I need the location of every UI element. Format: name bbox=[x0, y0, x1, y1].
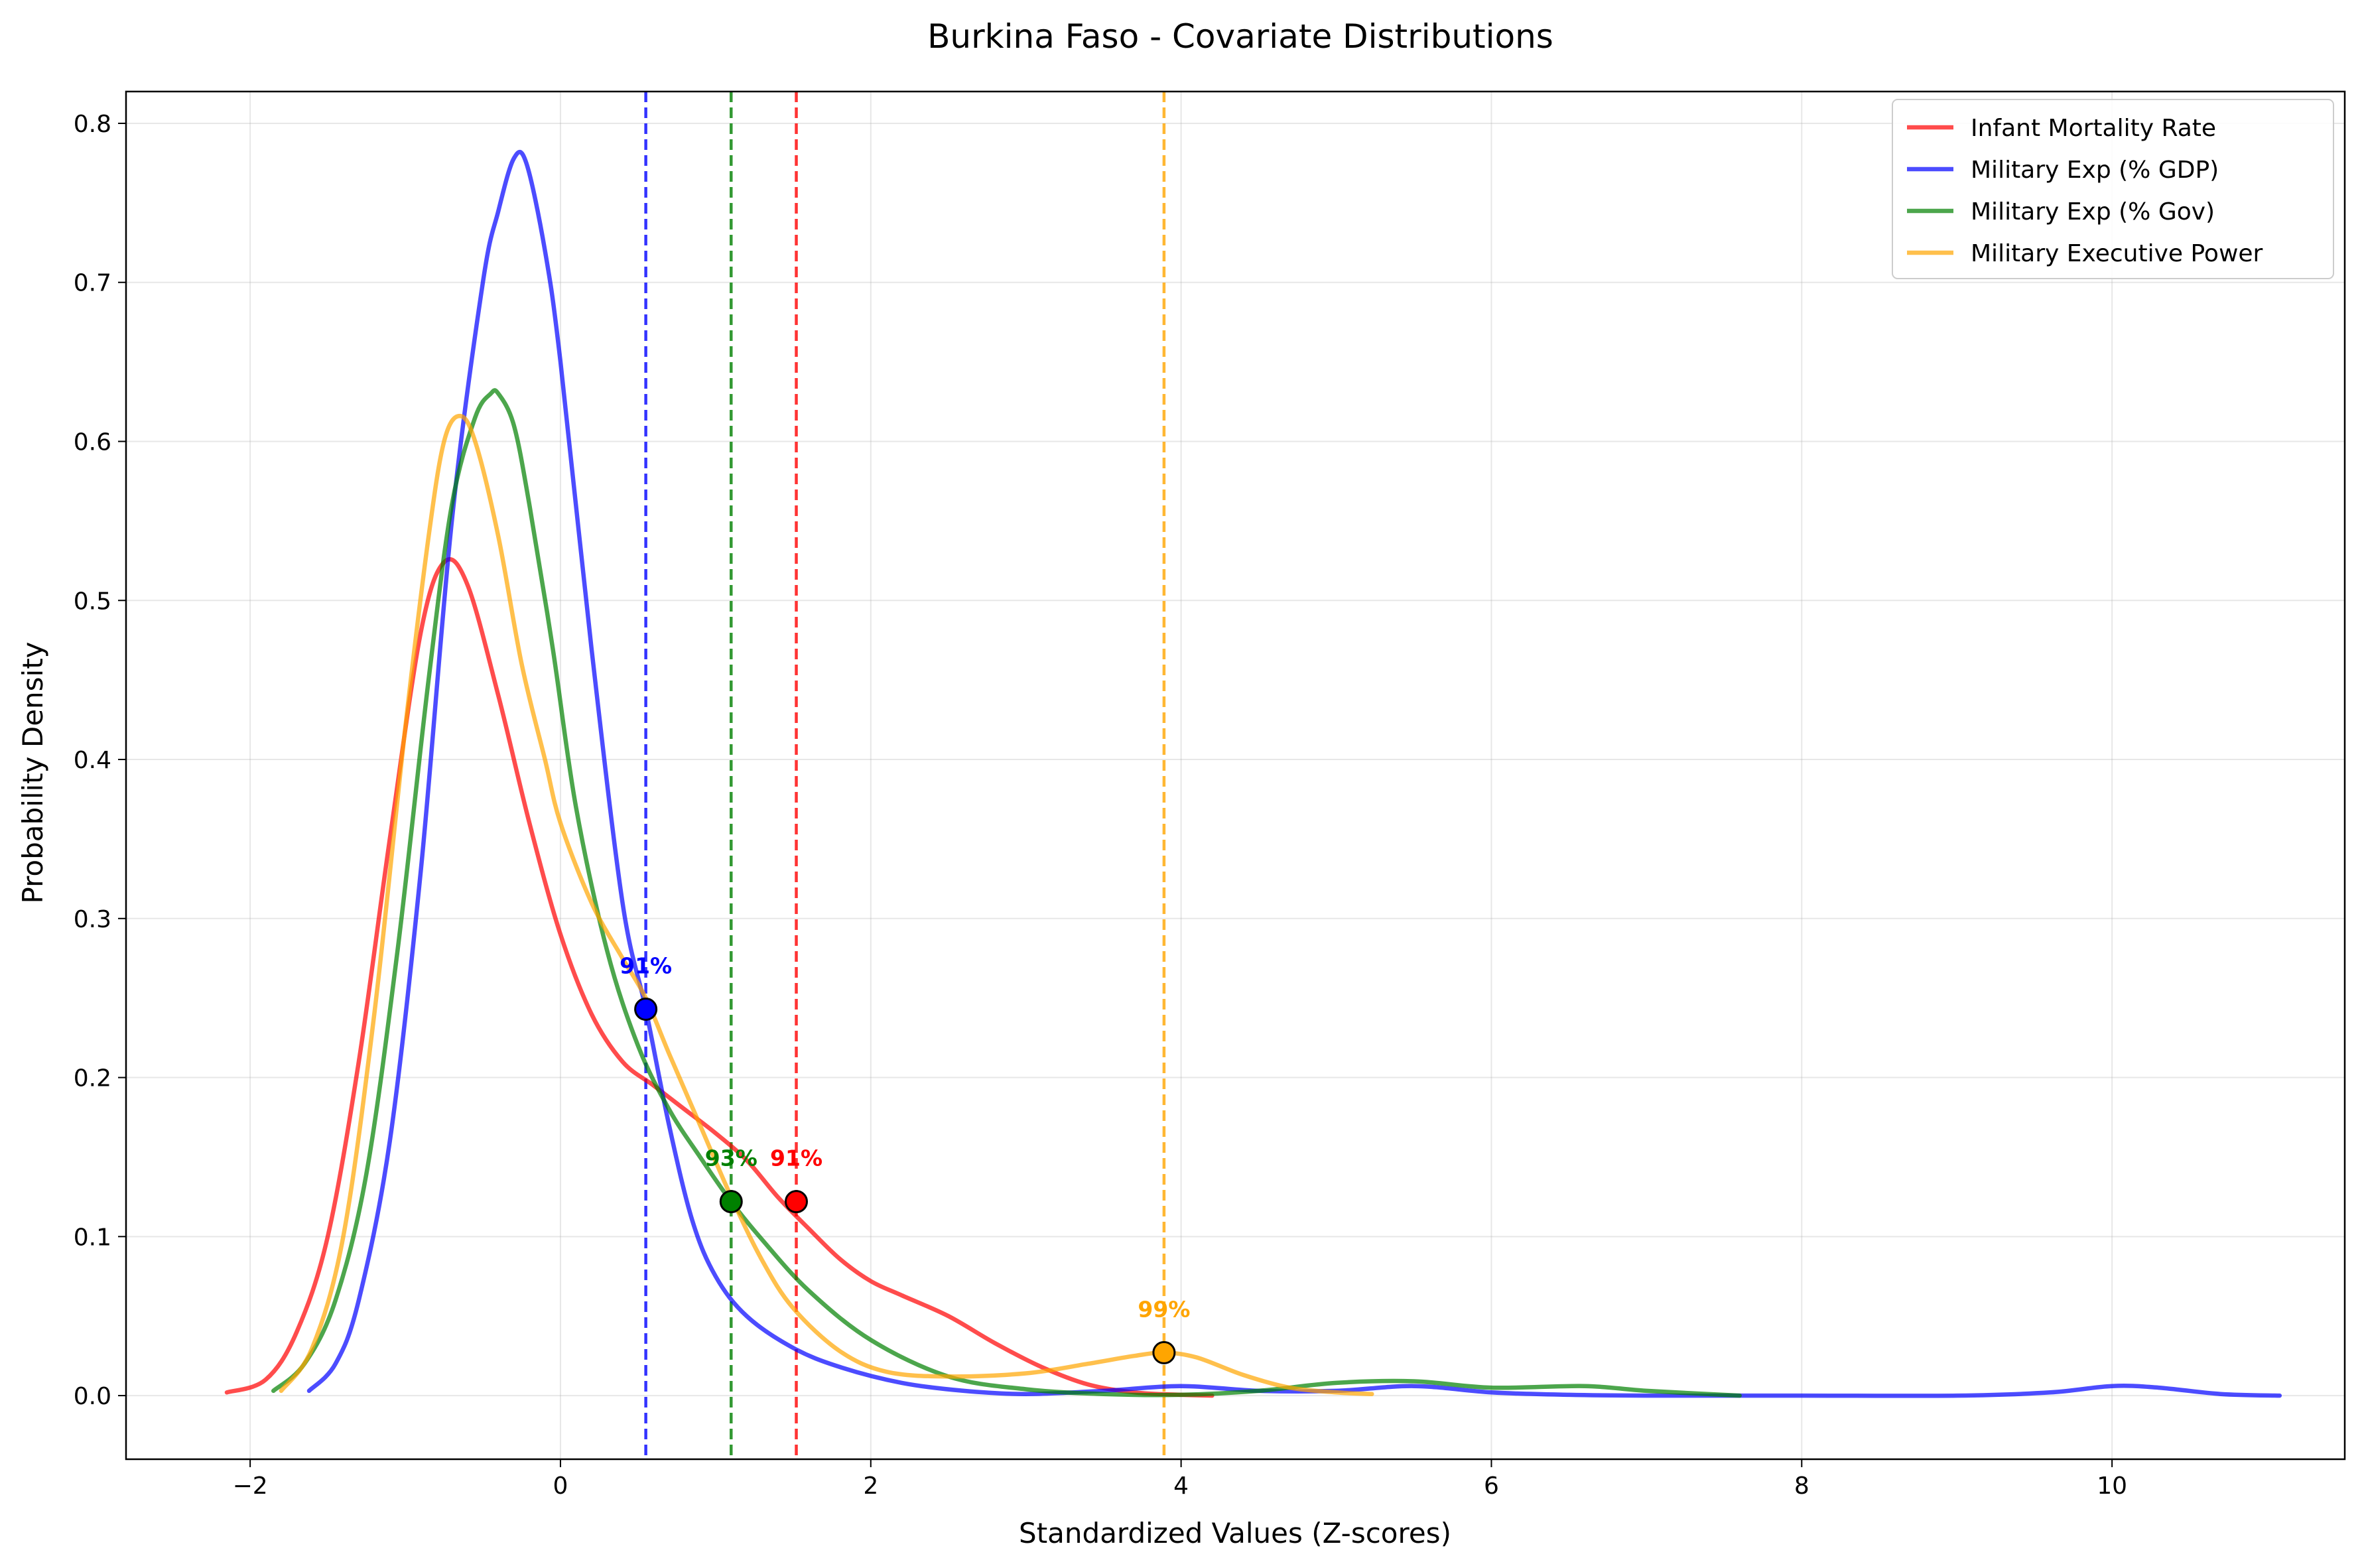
x-tick-label: 10 bbox=[2097, 1472, 2127, 1500]
x-tick-label: 6 bbox=[1484, 1472, 1499, 1500]
legend-label-military-exp-gdp: Military Exp (% GDP) bbox=[1971, 157, 2219, 184]
x-tick-label: 8 bbox=[1794, 1472, 1809, 1500]
markers: 91% 91% 93% 99% bbox=[620, 952, 1190, 1364]
percentile-label-military-executive-power: 99% bbox=[1138, 1296, 1190, 1322]
legend-label-military-exp-gov: Military Exp (% Gov) bbox=[1971, 198, 2215, 226]
marker-point-military-exp-gdp bbox=[634, 997, 658, 1021]
x-axis-label: Standardized Values (Z-scores) bbox=[1019, 1517, 1451, 1549]
percentile-label-military-exp-gov: 93% bbox=[705, 1145, 757, 1171]
plot-frame bbox=[125, 90, 2346, 1461]
y-axis-label: Probability Density bbox=[17, 641, 49, 903]
marker-point-infant-mortality-rate bbox=[785, 1190, 809, 1214]
percentile-label-military-exp-gdp: 91% bbox=[620, 952, 672, 978]
series-line-military-executive-power bbox=[279, 413, 1374, 1396]
grid bbox=[126, 92, 2345, 1459]
legend-label-infant-mortality-rate: Infant Mortality Rate bbox=[1971, 115, 2216, 142]
series-lines bbox=[224, 149, 2282, 1398]
y-tick-label: 0.8 bbox=[74, 111, 111, 138]
series-line-infant-mortality-rate bbox=[224, 556, 1215, 1398]
x-tick-label: −2 bbox=[233, 1472, 268, 1500]
y-tick-label: 0.7 bbox=[74, 270, 111, 297]
x-axis-ticks: −2 0 2 4 6 8 10 bbox=[233, 1459, 2127, 1500]
marker-point-military-exp-gov bbox=[719, 1190, 743, 1214]
y-axis-ticks: 0.0 0.1 0.2 0.3 0.4 0.5 0.6 0.7 0.8 bbox=[74, 111, 126, 1410]
threshold-lines bbox=[644, 92, 1166, 1459]
percentile-label-infant-mortality-rate: 91% bbox=[770, 1145, 822, 1171]
chart-title: Burkina Faso - Covariate Distributions bbox=[927, 17, 1553, 56]
y-tick-label: 0.5 bbox=[74, 588, 111, 615]
marker-point-military-executive-power bbox=[1152, 1340, 1176, 1364]
y-tick-label: 0.6 bbox=[74, 428, 111, 456]
x-tick-label: 4 bbox=[1173, 1472, 1189, 1500]
legend-box bbox=[1892, 99, 2334, 279]
x-tick-label: 2 bbox=[863, 1472, 878, 1500]
y-tick-label: 0.1 bbox=[74, 1224, 111, 1251]
x-tick-label: 0 bbox=[553, 1472, 568, 1500]
legend-label-military-executive-power: Military Executive Power bbox=[1971, 240, 2263, 267]
legend: Infant Mortality Rate Military Exp (% GDP… bbox=[1892, 99, 2334, 279]
y-tick-label: 0.4 bbox=[74, 747, 111, 774]
y-tick-label: 0.0 bbox=[74, 1383, 111, 1410]
y-tick-label: 0.3 bbox=[74, 906, 111, 933]
y-tick-label: 0.2 bbox=[74, 1065, 111, 1092]
